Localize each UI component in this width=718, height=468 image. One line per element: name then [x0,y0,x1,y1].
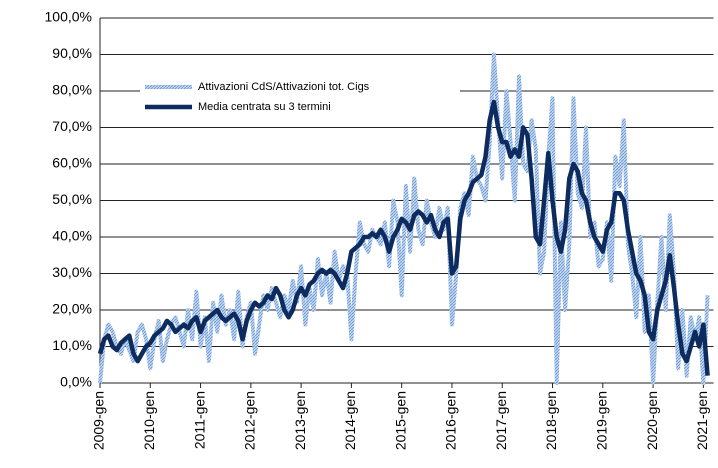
y-tick-label: 80,0% [52,82,92,98]
y-tick-label: 50,0% [52,191,92,207]
series-line [97,99,710,376]
y-tick-label: 10,0% [52,337,92,353]
y-tick-label: 30,0% [52,264,92,280]
y-tick-label: 0,0% [60,374,92,390]
x-tick-label: 2017-gen [493,391,509,450]
legend-label: Attivazioni CdS/Attivazioni tot. Cigs [198,81,370,93]
x-tick-label: 2019-gen [594,391,610,450]
x-tick-label: 2021-gen [694,391,710,450]
x-tick-label: 2012-gen [242,391,258,450]
y-tick-label: 70,0% [52,118,92,134]
legend-label: Media centrata su 3 termini [198,101,331,113]
legend-box [140,76,460,118]
y-tick-label: 90,0% [52,45,92,61]
x-tick-label: 2013-gen [292,391,308,450]
y-tick-label: 40,0% [52,228,92,244]
x-tick-label: 2020-gen [644,391,660,450]
x-tick-label: 2014-gen [342,391,358,450]
y-tick-label: 60,0% [52,155,92,171]
y-tick-label: 20,0% [52,301,92,317]
x-tick-label: 2018-gen [543,391,559,450]
x-tick-label: 2010-gen [141,391,157,450]
x-tick-label: 2011-gen [191,391,207,449]
x-tick-label: 2009-gen [91,391,107,450]
x-tick-label: 2015-gen [392,391,408,450]
x-tick-label: 2016-gen [443,391,459,450]
y-tick-label: 100,0% [45,9,92,25]
